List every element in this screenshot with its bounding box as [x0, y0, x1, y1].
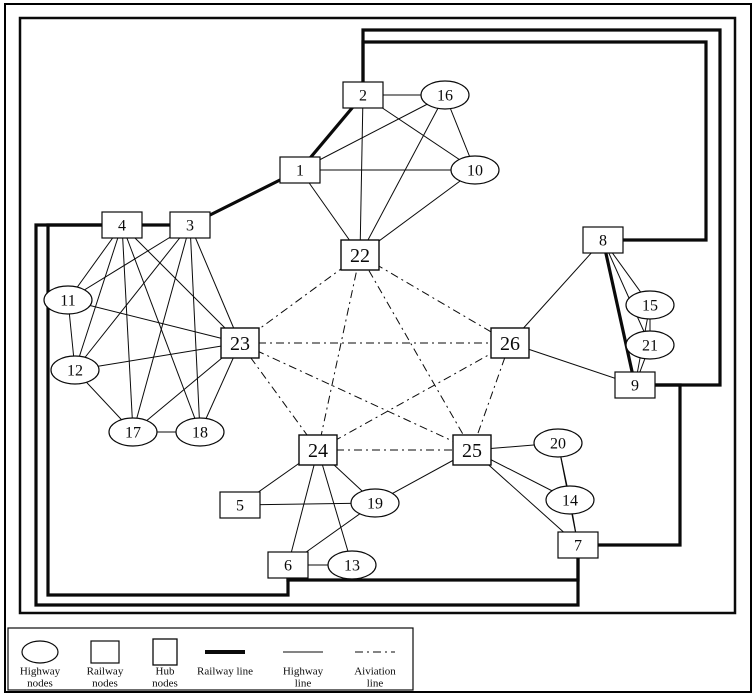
- node-label: 23: [230, 333, 250, 355]
- node-label: 20: [550, 436, 566, 453]
- legend-label: Aiviation: [354, 666, 396, 678]
- hub-node: 25: [453, 435, 491, 465]
- node-label: 22: [350, 245, 370, 267]
- hub-node: 22: [341, 240, 379, 270]
- node-label: 9: [631, 378, 639, 395]
- highway-node: 21: [626, 331, 674, 359]
- node-label: 15: [642, 298, 658, 315]
- legend-label: Highway: [20, 666, 61, 678]
- highway-node: 14: [546, 486, 594, 514]
- legend-label: Railway: [87, 666, 124, 678]
- node-label: 8: [599, 233, 607, 250]
- legend-label: line: [367, 678, 384, 690]
- node-label: 10: [467, 163, 483, 180]
- highway-node: 10: [451, 156, 499, 184]
- highway-node: 19: [351, 489, 399, 517]
- legend-box: [8, 628, 413, 690]
- legend-label: Hub: [156, 666, 175, 678]
- highway-node: 18: [176, 418, 224, 446]
- hub-node: 24: [299, 435, 337, 465]
- node-label: 4: [118, 218, 126, 235]
- legend-label: Railway line: [197, 666, 253, 678]
- railway-node: 4: [102, 212, 142, 238]
- node-label: 17: [125, 425, 141, 442]
- railway-node: 1: [280, 157, 320, 183]
- highway-node: 17: [109, 418, 157, 446]
- legend-label: nodes: [27, 678, 53, 690]
- hub-node: 26: [491, 328, 529, 358]
- node-label: 1: [296, 163, 304, 180]
- legend-label: nodes: [92, 678, 118, 690]
- node-label: 11: [60, 293, 75, 310]
- legend-item: Hubnodes: [152, 639, 178, 690]
- node-label: 2: [359, 88, 367, 105]
- node-label: 25: [462, 440, 482, 462]
- node-label: 19: [367, 496, 383, 513]
- railway-node: 9: [615, 372, 655, 398]
- node-label: 21: [642, 338, 658, 355]
- railway-node: 2: [343, 82, 383, 108]
- railway-node: 3: [170, 212, 210, 238]
- node-label: 3: [186, 218, 194, 235]
- network-diagram: 1234567891011121314151617181920212223242…: [0, 0, 755, 697]
- node-label: 12: [67, 363, 83, 380]
- highway-node: 16: [421, 81, 469, 109]
- legend-label: nodes: [152, 678, 178, 690]
- hub-node: 23: [221, 328, 259, 358]
- railway-node: 7: [558, 532, 598, 558]
- railway-node: 8: [583, 227, 623, 253]
- node-label: 13: [344, 558, 360, 575]
- railway-node: 5: [220, 492, 260, 518]
- highway-node: 13: [328, 551, 376, 579]
- highway-node: 11: [44, 286, 92, 314]
- node-label: 7: [574, 538, 582, 555]
- railway-node: 6: [268, 552, 308, 578]
- highway-node: 15: [626, 291, 674, 319]
- node-label: 16: [437, 88, 453, 105]
- node-label: 14: [562, 493, 578, 510]
- node-label: 24: [308, 440, 328, 462]
- highway-node: 20: [534, 429, 582, 457]
- node-label: 26: [500, 333, 520, 355]
- legend-label: Highway: [283, 666, 324, 678]
- node-label: 18: [192, 425, 208, 442]
- highway-node: 12: [51, 356, 99, 384]
- node-label: 5: [236, 498, 244, 515]
- legend-label: line: [295, 678, 312, 690]
- legend: HighwaynodesRailwaynodesHubnodesRailway …: [8, 628, 413, 690]
- node-label: 6: [284, 558, 292, 575]
